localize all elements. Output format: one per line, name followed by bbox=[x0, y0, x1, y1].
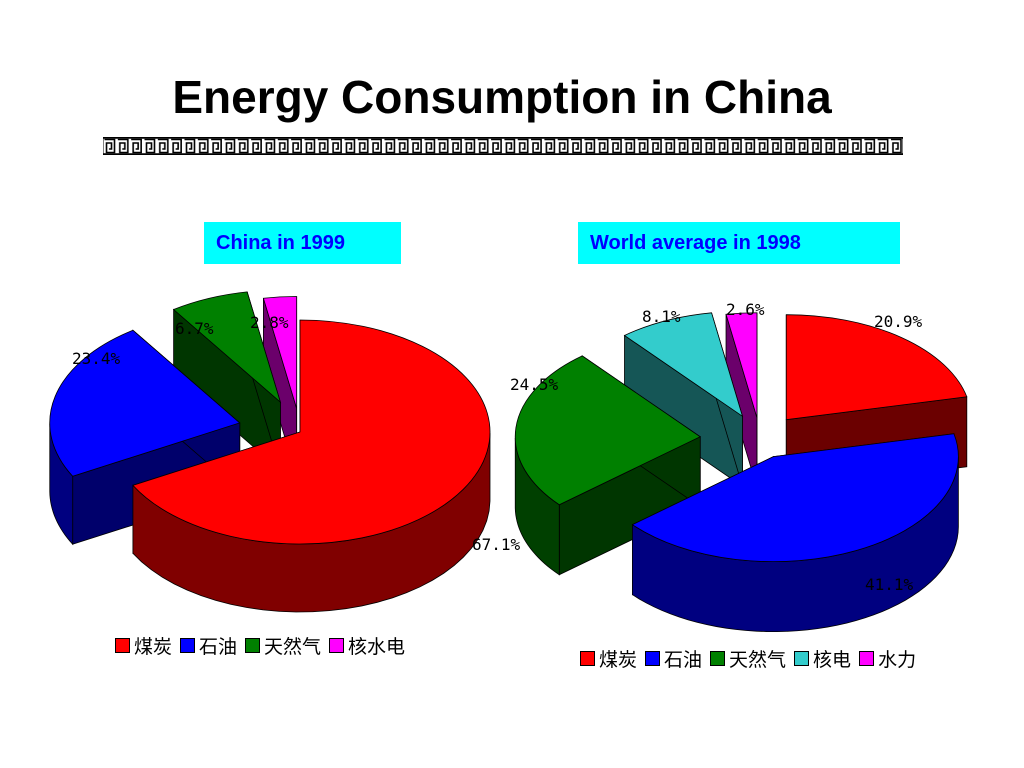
pie2-label-3: 24.5% bbox=[510, 375, 559, 394]
legend1-swatch-2 bbox=[180, 638, 196, 653]
pie1-slice-2 bbox=[49, 329, 241, 546]
pie1-label-2: 23.4% bbox=[72, 349, 121, 368]
decorative-key-pattern-band bbox=[103, 137, 903, 155]
legend2-item-1: 煤炭 bbox=[580, 645, 637, 672]
slide-title: Energy Consumption in China bbox=[172, 71, 832, 123]
legend2-swatch-5 bbox=[859, 651, 875, 666]
chart1-caption: China in 1999 bbox=[204, 222, 401, 264]
legend2-swatch-1 bbox=[580, 651, 595, 666]
legend2-swatch-4 bbox=[794, 651, 810, 666]
chart1-legend: 煤炭 石油 天然气 核水电 bbox=[115, 632, 413, 659]
pie-chart-2: 20.9% 41.1% 24.5% 8.1% 2.6% bbox=[510, 300, 968, 633]
legend2-label-5: 水力 bbox=[878, 649, 917, 671]
legend1-label-3: 天然气 bbox=[264, 636, 322, 658]
pie2-label-1: 20.9% bbox=[874, 312, 923, 331]
legend2-swatch-3 bbox=[710, 651, 726, 666]
pie2-slice-3 bbox=[514, 355, 702, 576]
pie2-label-5: 2.6% bbox=[726, 300, 765, 319]
pie2-slice-2 bbox=[631, 433, 959, 633]
pie-chart-1: 67.1% 23.4% 6.7% 2.8% bbox=[49, 291, 521, 613]
legend1-item-1: 煤炭 bbox=[115, 632, 172, 659]
pie1-label-1: 67.1% bbox=[472, 535, 521, 554]
legend2-item-2: 石油 bbox=[645, 645, 702, 672]
pie2-label-2: 41.1% bbox=[865, 575, 914, 594]
pie1-label-3: 6.7% bbox=[175, 319, 214, 338]
legend1-label-2: 石油 bbox=[199, 636, 238, 658]
pie2-label-4: 8.1% bbox=[642, 307, 681, 326]
legend2-label-1: 煤炭 bbox=[599, 649, 638, 671]
legend2-label-2: 石油 bbox=[664, 649, 703, 671]
legend1-label-1: 煤炭 bbox=[134, 636, 173, 658]
legend2-item-5: 水力 bbox=[859, 645, 916, 672]
legend1-item-2: 石油 bbox=[180, 632, 237, 659]
legend1-item-4: 核水电 bbox=[329, 632, 405, 659]
pie1-slice-1 bbox=[132, 319, 491, 613]
legend1-swatch-3 bbox=[245, 638, 261, 653]
chart2-caption: World average in 1998 bbox=[578, 222, 900, 264]
pie2-slice-4 bbox=[623, 312, 744, 488]
legend1-swatch-4 bbox=[329, 638, 345, 653]
pie2-slice-5 bbox=[725, 312, 758, 488]
legend2-swatch-2 bbox=[645, 651, 661, 666]
legend2-label-4: 核电 bbox=[813, 649, 852, 671]
legend1-label-4: 核水电 bbox=[348, 636, 406, 658]
chart2-legend: 煤炭 石油 天然气 核电 水力 bbox=[580, 645, 924, 672]
pie1-label-4: 2.8% bbox=[250, 313, 289, 332]
legend2-item-4: 核电 bbox=[794, 645, 851, 672]
legend1-swatch-1 bbox=[115, 638, 130, 653]
legend2-item-3: 天然气 bbox=[710, 645, 786, 672]
legend2-label-3: 天然气 bbox=[729, 649, 787, 671]
legend1-item-3: 天然气 bbox=[245, 632, 321, 659]
